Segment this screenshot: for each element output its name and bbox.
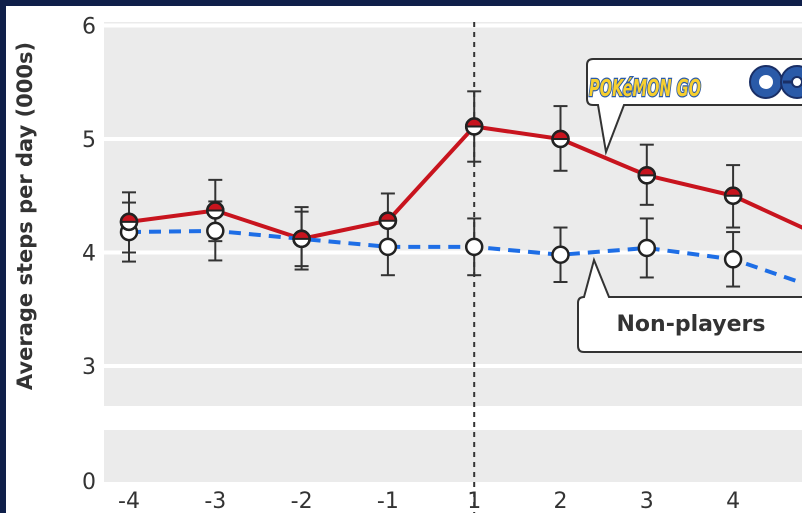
point-marker — [206, 221, 225, 241]
non-players-point — [464, 237, 484, 257]
point-marker — [551, 245, 570, 265]
logo-pokeball-button — [791, 76, 802, 88]
non-players-point — [206, 221, 225, 241]
non-players-point — [637, 238, 657, 258]
y-axis-title: Average steps per day (000s) — [13, 42, 37, 390]
pokemon-go-callout: POKéMON GO — [586, 58, 802, 156]
gridlines — [104, 23, 802, 368]
point-marker — [378, 237, 398, 257]
point-outline — [637, 166, 657, 185]
pokemon-go-point — [206, 201, 225, 220]
point-outline — [292, 229, 311, 249]
x-tick-label: 2 — [554, 489, 568, 513]
point-outline — [551, 129, 570, 149]
pokemon-go-point — [292, 229, 311, 249]
pokemon-go-point — [723, 186, 743, 205]
non-players-point — [551, 245, 570, 265]
y-tick-label: 6 — [82, 15, 96, 40]
pokemon-go-point — [378, 211, 398, 230]
x-tick-label: 4 — [726, 489, 740, 513]
pokemon-go-point — [464, 117, 484, 136]
y-tick-labels: 0 3 4 5 6 — [82, 15, 96, 496]
non-players-callout: Non-players — [577, 256, 802, 353]
pokemon-go-point — [551, 129, 570, 149]
pokemon-go-point — [637, 166, 657, 185]
x-tick-label: -3 — [204, 489, 226, 513]
series-layer — [119, 90, 802, 288]
x-tick-label: -2 — [291, 489, 313, 513]
point-outline — [119, 212, 139, 232]
y-tick-label: 5 — [82, 128, 96, 153]
logo-g-inner-icon — [759, 75, 773, 89]
pokemon-go-point — [119, 212, 139, 232]
x-tick-label: -1 — [377, 489, 399, 513]
callout-box — [577, 256, 802, 353]
x-tick-label: 3 — [640, 489, 654, 513]
point-outline — [464, 117, 484, 136]
non-players-label: Non-players — [617, 312, 766, 337]
x-tick-labels: -4 -3 -2 -1 1 2 3 4 — [118, 489, 740, 513]
logo-wordmark: POKéMON GO — [589, 76, 701, 102]
x-tick-label: 1 — [467, 489, 481, 513]
callout-box — [586, 58, 802, 156]
point-outline — [723, 186, 743, 205]
point-outline — [378, 211, 398, 230]
point-marker — [637, 238, 657, 258]
point-outline — [206, 201, 225, 220]
y-tick-label: 3 — [82, 355, 96, 380]
y-tick-label: 0 — [82, 470, 96, 495]
point-marker — [723, 250, 743, 269]
non-players-point — [378, 237, 398, 257]
pokemon-go-logo: POKéMON GO — [588, 65, 802, 103]
x-tick-label: -4 — [118, 489, 140, 513]
y-tick-label: 4 — [82, 242, 96, 267]
plot-area-lower — [104, 430, 802, 482]
point-marker — [464, 237, 484, 257]
non-players-point — [723, 250, 743, 269]
